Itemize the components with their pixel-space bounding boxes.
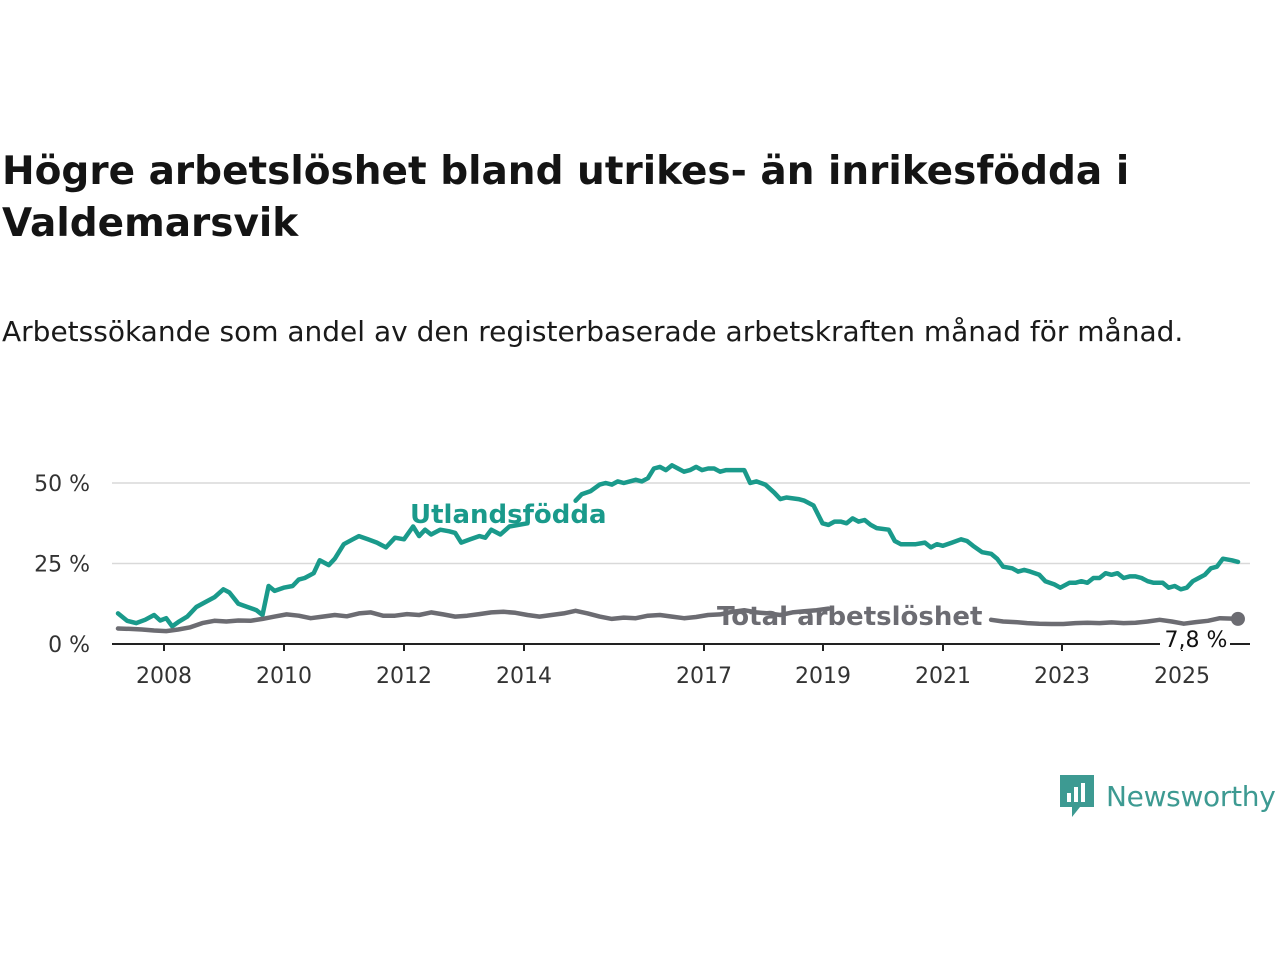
y-tick-label: 0 % [48, 633, 90, 658]
newsworthy-logo-icon [1060, 775, 1094, 817]
series-line-utlandsfodda [115, 521, 530, 629]
series-label-total: Total arbetslöshet [717, 602, 982, 632]
series-lines [115, 463, 1241, 634]
chart-subtitle: Arbetssökande som andel av den registerb… [2, 315, 1184, 348]
gridlines [112, 482, 1250, 565]
brand-name: Newsworthy [1106, 779, 1276, 813]
series-labels: Utlandsfödda Total arbetslöshet 7,8 % [410, 500, 1245, 653]
x-axis-ticks: 2008 2010 2012 2014 2017 2019 2021 2023 2025 [136, 644, 1210, 689]
y-axis-ticks: 0 % 25 % 50 % [34, 472, 90, 658]
y-tick-label: 50 % [34, 472, 90, 497]
x-tick-label: 2008 [136, 664, 192, 689]
series-line-total [115, 606, 831, 634]
chart-title: Högre arbetslöshet bland utrikes- än inr… [2, 149, 1130, 246]
x-tick-label: 2021 [915, 664, 971, 689]
series-line-total [988, 615, 1241, 627]
last-value-marker [1230, 611, 1245, 626]
brand-logo: Newsworthy [1058, 772, 1276, 820]
last-value-label-bg [1160, 628, 1230, 650]
x-tick-label: 2012 [376, 664, 432, 689]
last-value-label: 7,8 % [1165, 628, 1228, 653]
line-chart: 0 % 25 % 50 % 2008 2010 2012 2014 2017 2019 2021… [34, 463, 1250, 689]
x-tick-label: 2017 [676, 664, 732, 689]
series-label-utlandsfodda: Utlandsfödda [410, 500, 607, 530]
x-tick-label: 2014 [496, 664, 552, 689]
series-line-utlandsfodda [573, 463, 1241, 592]
x-tick-label: 2019 [795, 664, 851, 689]
x-tick-label: 2023 [1034, 664, 1090, 689]
x-tick-label: 2025 [1154, 664, 1210, 689]
x-tick-label: 2010 [256, 664, 312, 689]
y-tick-label: 25 % [34, 553, 90, 578]
